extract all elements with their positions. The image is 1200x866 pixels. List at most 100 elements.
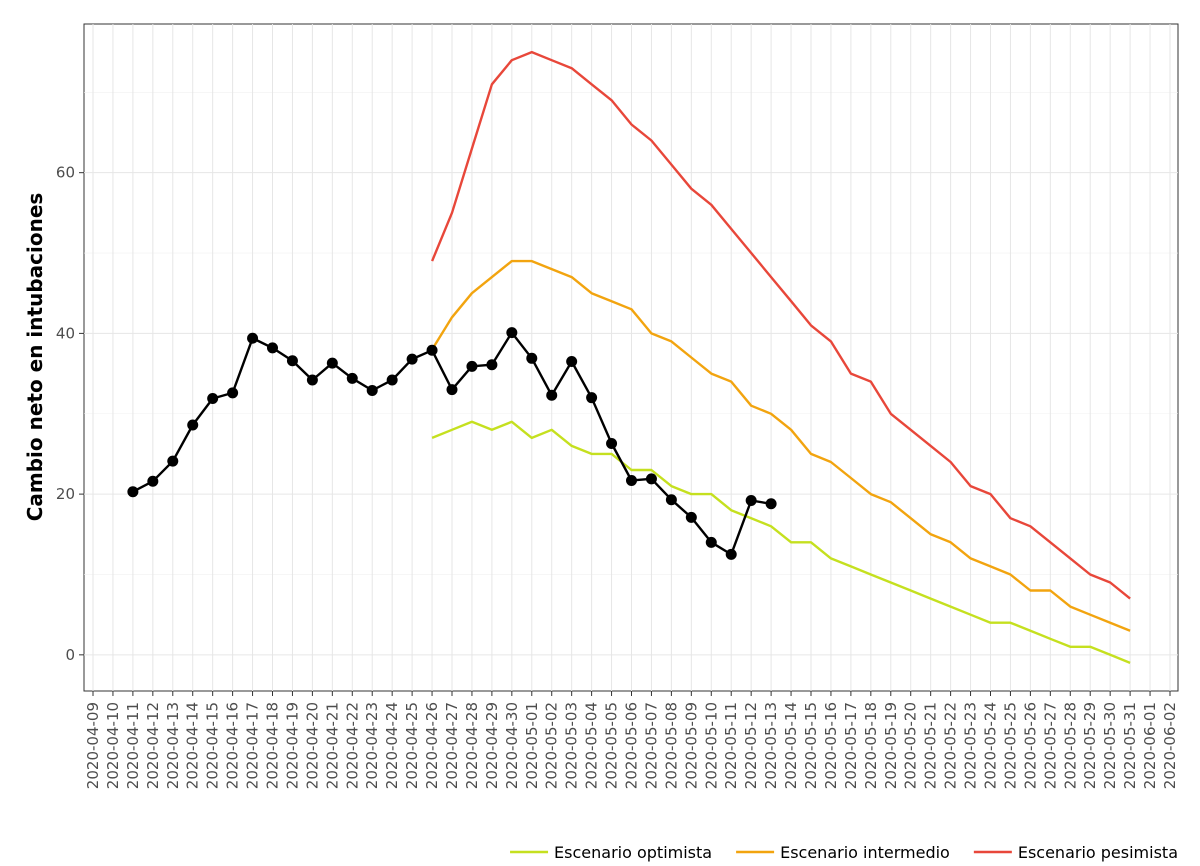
legend-label: Escenario optimista: [554, 843, 712, 862]
x-tick-label: 2020-04-14: [184, 702, 202, 789]
x-tick-label: 2020-04-11: [124, 702, 142, 789]
x-tick-label: 2020-04-27: [443, 702, 461, 789]
data-point: [346, 372, 358, 384]
x-tick-label: 2020-06-01: [1141, 702, 1159, 789]
data-point: [626, 474, 637, 486]
data-point: [406, 353, 418, 365]
data-point: [127, 486, 139, 498]
data-point: [207, 392, 219, 404]
x-tick-label: 2020-05-26: [1021, 702, 1039, 789]
x-tick-label: 2020-05-14: [782, 702, 800, 789]
x-tick-label: 2020-04-16: [224, 702, 242, 789]
x-tick-label: 2020-04-17: [244, 702, 262, 789]
data-point: [286, 355, 298, 367]
legend-label: Escenario pesimista: [1018, 843, 1178, 862]
x-tick-label: 2020-04-20: [303, 702, 321, 789]
x-tick-label: 2020-05-24: [982, 702, 1000, 789]
x-tick-label: 2020-04-26: [423, 702, 441, 789]
data-point: [446, 384, 458, 396]
data-point: [765, 498, 777, 510]
x-tick-label: 2020-04-13: [164, 702, 182, 789]
x-tick-label: 2020-04-18: [264, 702, 282, 789]
x-tick-label: 2020-05-06: [623, 702, 641, 789]
x-tick-label: 2020-04-10: [104, 702, 122, 789]
data-point: [267, 342, 278, 354]
legend-label: Escenario intermedio: [780, 843, 950, 862]
series-line-escenario-pesimista: [430, 50, 1131, 600]
series-line-escenario-optimista: [431, 420, 1131, 665]
series-line-escenario-intermedio: [431, 259, 1131, 632]
data-point: [546, 389, 558, 401]
x-tick-label: 2020-05-31: [1121, 702, 1139, 789]
x-tick-label: 2020-05-25: [1001, 702, 1019, 789]
x-tick-label: 2020-05-20: [902, 702, 920, 789]
data-point: [745, 495, 757, 507]
legend: Escenario optimista Escenario intermedio E…: [510, 843, 1178, 862]
x-tick-label: 2020-05-17: [842, 702, 860, 789]
x-tick-label: 2020-05-02: [543, 702, 561, 789]
x-tick-label: 2020-05-21: [922, 702, 940, 789]
x-tick-label: 2020-05-15: [802, 702, 820, 789]
data-point: [645, 473, 657, 485]
y-tick-label: 0: [65, 646, 75, 664]
x-tick-label: 2020-04-25: [403, 702, 421, 789]
x-tick-label: 2020-05-03: [563, 702, 581, 789]
x-tick-label: 2020-04-19: [283, 702, 301, 789]
x-tick-label: 2020-06-02: [1161, 702, 1179, 789]
x-tick-label: 2020-05-01: [523, 702, 541, 789]
y-axis-label: Cambio neto en intubaciones: [23, 193, 47, 522]
x-tick-label: 2020-05-19: [882, 702, 900, 789]
data-point: [326, 357, 338, 369]
x-tick-label: 2020-04-21: [323, 702, 341, 789]
x-tick-label: 2020-05-11: [722, 702, 740, 789]
x-tick-label: 2020-05-18: [862, 702, 880, 789]
x-tick-label: 2020-04-15: [204, 702, 222, 789]
data-point: [247, 332, 259, 344]
data-point: [187, 419, 199, 431]
data-point: [705, 536, 717, 548]
data-point: [586, 392, 598, 404]
x-tick-label: 2020-04-24: [383, 702, 401, 789]
series-layer: [127, 50, 1131, 665]
data-point: [366, 384, 378, 396]
data-point: [526, 352, 538, 364]
x-tick-label: 2020-05-09: [682, 702, 700, 789]
data-point: [227, 387, 239, 399]
data-point: [685, 511, 697, 523]
x-tick-label: 2020-05-30: [1101, 702, 1119, 789]
data-point: [306, 374, 318, 386]
x-tick-label: 2020-05-12: [742, 702, 760, 789]
data-point: [665, 494, 677, 506]
data-point: [506, 327, 518, 339]
x-tick-label: 2020-04-28: [463, 702, 481, 789]
x-tick-label: 2020-05-29: [1081, 702, 1099, 789]
x-tick-label: 2020-05-10: [702, 702, 720, 789]
data-point: [386, 374, 398, 386]
y-tick-label: 60: [56, 164, 75, 182]
x-tick-label: 2020-04-09: [84, 702, 102, 789]
y-tick-label: 40: [56, 324, 75, 342]
x-tick-label: 2020-05-07: [642, 702, 660, 789]
axes-layer: 2020-04-09 2020-04-10 2020-04-11 2020-04-12…: [56, 164, 1179, 790]
data-point: [466, 360, 478, 372]
data-point: [147, 475, 159, 487]
x-tick-label: 2020-05-04: [583, 702, 601, 789]
data-point: [486, 359, 498, 371]
data-point: [725, 548, 737, 560]
x-tick-label: 2020-05-08: [662, 702, 680, 789]
x-tick-label: 2020-05-27: [1041, 702, 1059, 789]
x-tick-label: 2020-05-16: [822, 702, 840, 789]
x-tick-label: 2020-04-12: [144, 702, 162, 789]
data-point: [606, 437, 618, 449]
x-tick-label: 2020-05-22: [942, 702, 960, 789]
data-point: [566, 356, 578, 368]
data-point: [167, 455, 179, 467]
x-tick-label: 2020-04-22: [343, 702, 361, 789]
x-tick-label: 2020-05-23: [962, 702, 980, 789]
x-tick-label: 2020-04-29: [483, 702, 501, 789]
x-tick-label: 2020-05-28: [1061, 702, 1079, 789]
x-tick-label: 2020-05-05: [603, 702, 621, 789]
x-tick-label: 2020-04-23: [363, 702, 381, 789]
data-point: [426, 344, 438, 356]
